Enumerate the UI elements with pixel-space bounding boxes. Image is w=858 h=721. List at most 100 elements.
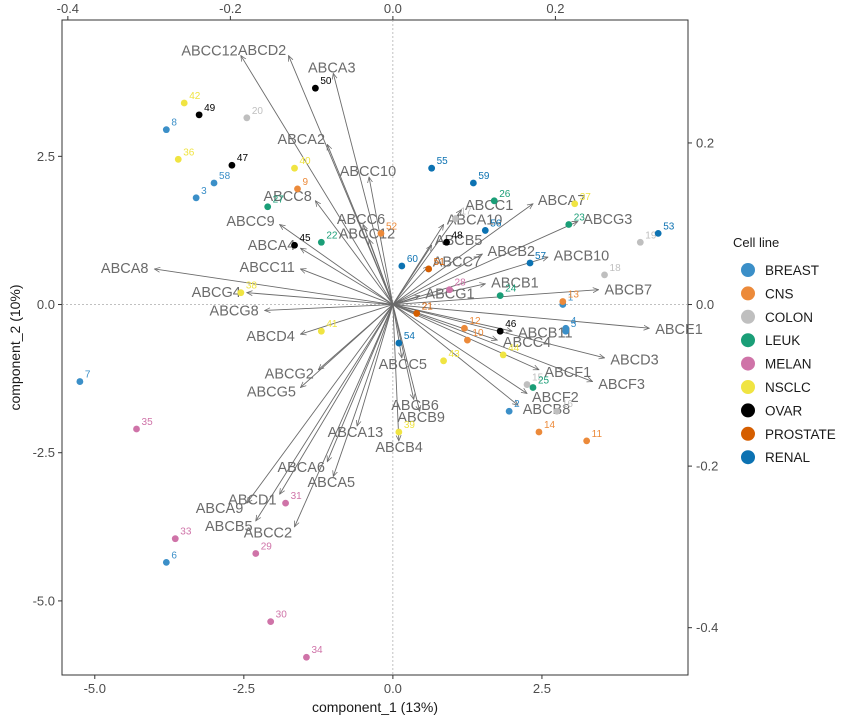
- loading-arrow: [392, 304, 527, 394]
- point-label: 34: [311, 645, 323, 656]
- loading-label: ABCD4: [246, 329, 294, 345]
- loading-label: ABCB6: [391, 398, 439, 414]
- data-point: [210, 179, 218, 187]
- point-label: 31: [291, 491, 303, 502]
- data-point: [559, 298, 567, 305]
- loading-arrow: [300, 304, 394, 388]
- point-label: 22: [326, 230, 338, 241]
- loading-label: ABCG2: [265, 367, 314, 383]
- loading-label: ABCC1: [465, 198, 513, 214]
- legend-swatch: [741, 380, 755, 394]
- legend-label: OVAR: [765, 403, 803, 418]
- loading-arrow: [247, 293, 393, 305]
- point-label: 56: [490, 218, 502, 229]
- loading-arrow: [300, 248, 394, 305]
- loading-arrow: [333, 304, 394, 477]
- loading-label: ABCF1: [544, 365, 591, 381]
- point-label: 11: [592, 429, 603, 440]
- data-point: [443, 238, 450, 246]
- legend-swatch: [741, 356, 755, 371]
- data-point: [469, 179, 477, 187]
- point-label: 30: [276, 610, 288, 621]
- loading-label: ABCG4: [192, 285, 241, 301]
- data-point: [291, 164, 298, 172]
- data-point: [195, 111, 203, 119]
- loading-arrow: [256, 304, 394, 521]
- point-label: 17: [460, 207, 472, 218]
- loading-label: ABCB9: [397, 410, 445, 426]
- legend-swatch: [741, 450, 755, 465]
- loading-arrow: [369, 239, 394, 305]
- point-label: 25: [538, 376, 550, 387]
- point-label: 5: [571, 319, 577, 330]
- point-label: 59: [478, 171, 490, 182]
- data-point: [526, 259, 534, 267]
- legend-swatch: [741, 263, 755, 277]
- loading-arrow: [280, 304, 394, 495]
- loading-label: ABCB5: [205, 519, 253, 535]
- top-x-tick-label: 0.2: [546, 1, 564, 16]
- point-label: 3: [201, 186, 207, 197]
- point-label: 60: [407, 254, 419, 265]
- x-tick-label: -5.0: [84, 681, 106, 696]
- loading-arrow: [392, 304, 649, 329]
- loading-label: ABCG1: [425, 287, 474, 303]
- legend-label: RENAL: [765, 450, 811, 465]
- right-y-tick-label: 0.0: [696, 297, 714, 312]
- loading-label: ABCC8: [263, 189, 311, 205]
- loading-label: ABCC9: [226, 214, 274, 230]
- loading-label: ABCA4: [248, 238, 296, 254]
- point-label: 6: [171, 550, 177, 561]
- loading-arrow: [392, 304, 497, 341]
- point-label: 52: [386, 221, 398, 232]
- loading-arrow: [327, 304, 394, 462]
- data-point: [317, 238, 325, 246]
- loading-arrow: [392, 210, 462, 305]
- point-label: 7: [85, 370, 91, 381]
- point-label: 54: [404, 331, 416, 342]
- loading-label: ABCC12: [181, 43, 237, 59]
- loading-label: ABCC10: [340, 164, 396, 180]
- data-point: [601, 271, 608, 279]
- loading-label: ABCA10: [447, 212, 503, 228]
- top-x-tick-label: -0.4: [57, 1, 79, 16]
- loading-arrow: [154, 269, 393, 305]
- data-point: [583, 437, 591, 445]
- point-label: 8: [171, 118, 177, 129]
- data-point: [282, 499, 289, 507]
- legend-swatch: [741, 309, 755, 324]
- point-label: 21: [422, 301, 434, 312]
- legend-label: CNS: [765, 286, 794, 301]
- loading-arrow: [333, 73, 394, 305]
- point-label: 48: [452, 230, 464, 241]
- loading-label: ABCA3: [308, 61, 356, 77]
- legend-swatch: [741, 333, 755, 348]
- data-point: [481, 227, 489, 234]
- x-tick-label: -2.5: [233, 681, 255, 696]
- data-point: [133, 425, 140, 433]
- loading-arrow: [294, 304, 394, 527]
- loading-label: ABCA2: [277, 132, 325, 148]
- loading-label: ABCC6: [337, 212, 385, 228]
- loading-arrow: [392, 304, 399, 441]
- loading-arrow: [300, 269, 394, 305]
- loading-label: ABCF3: [598, 377, 645, 393]
- loading-label: ABCA6: [277, 460, 325, 476]
- data-point: [171, 535, 179, 543]
- loading-arrow: [369, 177, 394, 305]
- point-label: 9: [302, 177, 308, 188]
- data-points: 1234567858910111213145215161718192022232…: [76, 76, 675, 661]
- data-point: [446, 286, 453, 294]
- y-tick-label: 2.5: [37, 149, 55, 164]
- top-x-tick-label: 0.0: [384, 1, 402, 16]
- data-point: [523, 381, 531, 388]
- data-point: [496, 292, 504, 300]
- loading-label: ABCA13: [328, 425, 384, 441]
- point-label: 19: [645, 230, 657, 241]
- legend-swatch: [741, 286, 755, 301]
- y-tick-label: 0.0: [37, 297, 55, 312]
- point-label: 57: [535, 251, 547, 262]
- loading-label: ABCB7: [605, 282, 653, 298]
- data-point: [317, 327, 325, 335]
